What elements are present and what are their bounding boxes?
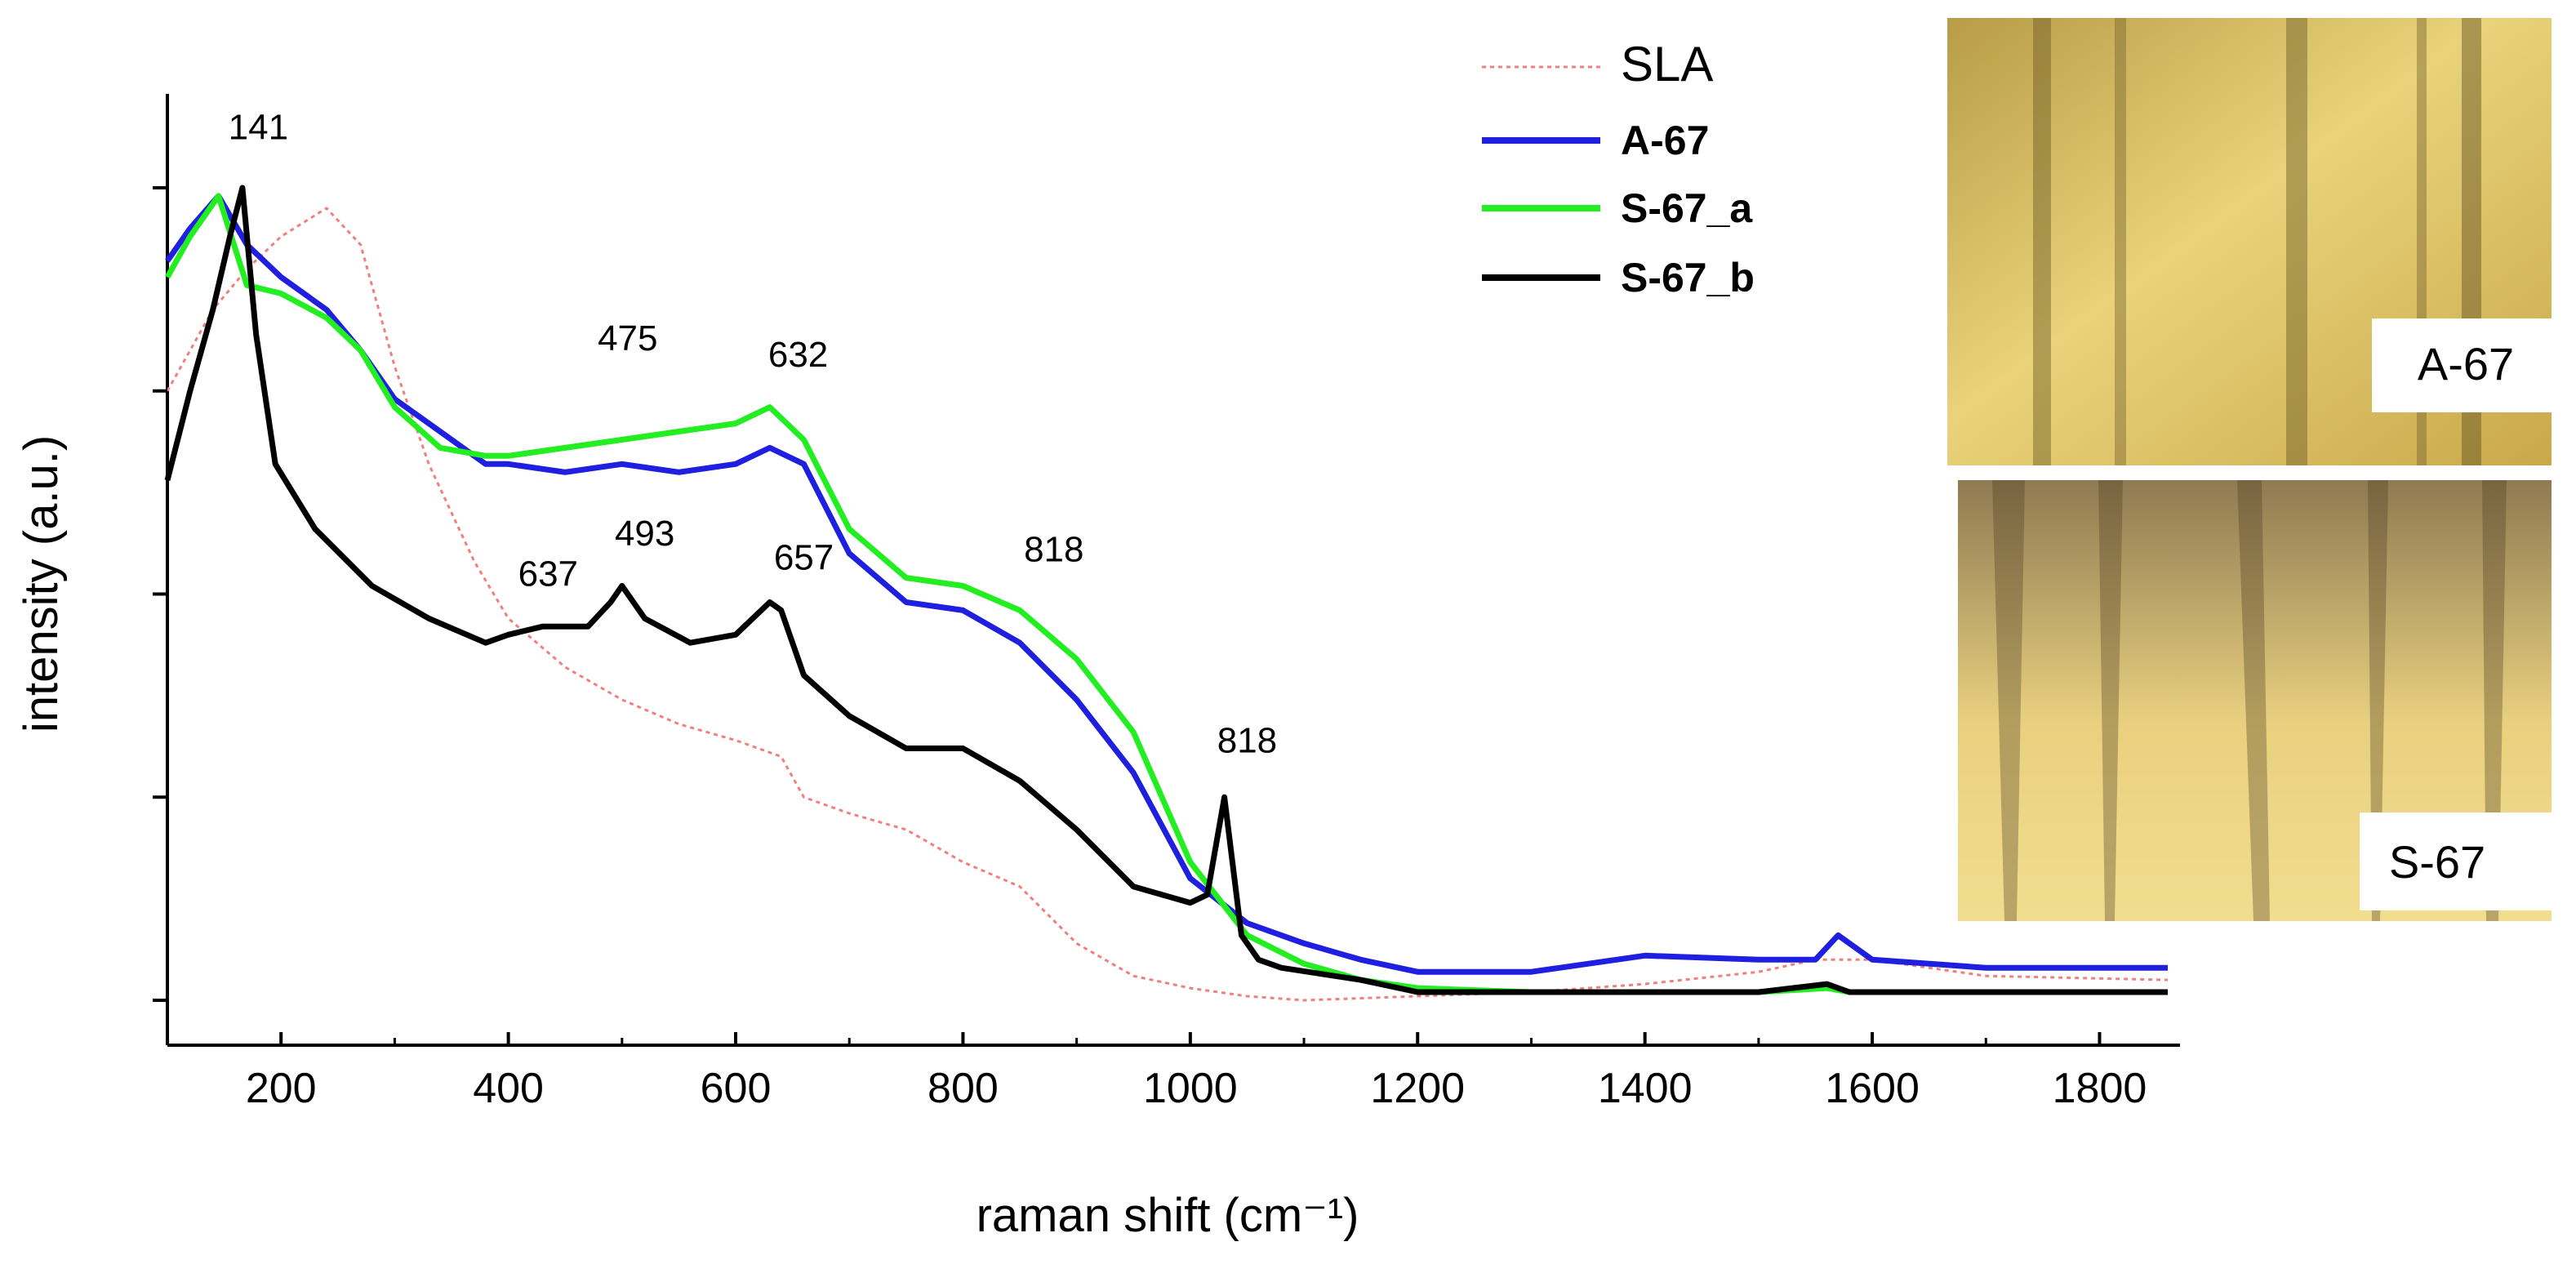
peak-label: 818 [1217,721,1277,761]
x-tick-label: 1200 [1370,1065,1465,1112]
inset-s67-label: S-67 [2389,836,2485,888]
series-line-sla [166,207,2169,1002]
legend-label: SLA [1621,37,1713,91]
x-tick-label: 400 [473,1065,544,1112]
peak-label: 141 [229,107,288,147]
inset-a67-label-box [2372,318,2560,412]
micrograph-s67-texture [1992,480,2507,921]
peak-label: 637 [518,554,578,594]
x-tick-label: 1800 [2053,1065,2147,1112]
peak-label: 657 [774,538,834,578]
x-tick-label: 800 [928,1065,999,1112]
y-axis-title: intensity (a.u.) [15,435,68,732]
series-line-a-67 [165,193,2168,975]
inset-micrograph-s67: S-67 [1958,480,2552,921]
axes [166,94,2180,1047]
peak-label: 818 [1024,530,1083,570]
series-layer [164,185,2169,1002]
legend: SLA A-67 S-67_a S-67_b [1482,37,1755,300]
x-tick-label: 600 [701,1065,772,1112]
x-axis-title: raman shift (cm⁻¹) [977,1189,1359,1242]
x-tick-label: 1400 [1598,1065,1693,1112]
peak-annotations: 141 475 632 637 493 657 818 818 [229,107,1278,760]
x-tick-label: 200 [246,1065,317,1112]
legend-label: S-67_b [1621,255,1755,300]
inset-s67-label-box [2360,812,2552,910]
inset-a67-label: A-67 [2418,338,2514,389]
ticks-layer: 200 400 600 800 1000 1200 1400 1600 1800 [153,186,2147,1112]
inset-micrograph-a67: A-67 [1947,18,2560,465]
legend-label: A-67 [1621,118,1709,163]
series-line-s-67-a [164,193,2168,995]
legend-label: S-67_a [1621,185,1753,231]
peak-label: 632 [768,335,828,375]
peak-label: 493 [615,514,674,554]
x-tick-label: 1600 [1825,1065,1920,1112]
series-line-s-67-b [164,185,2168,995]
x-tick-label: 1000 [1143,1065,1238,1112]
peak-label: 475 [598,318,657,358]
